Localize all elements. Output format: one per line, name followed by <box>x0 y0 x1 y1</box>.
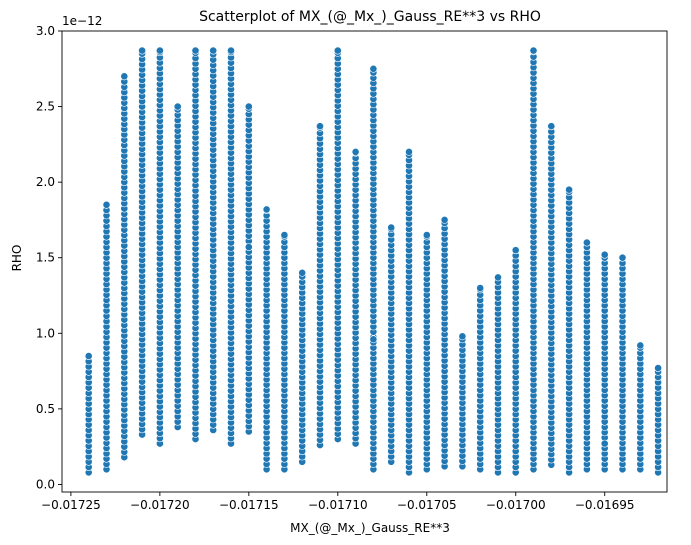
data-point-361 <box>173 102 182 111</box>
data-point-745 <box>280 231 289 239</box>
data-point-1480 <box>529 46 538 55</box>
x-tick-label-0: −0.01725 <box>41 498 101 512</box>
data-point-299 <box>155 46 164 55</box>
y-tick-label-4: 2.0 <box>36 175 55 189</box>
x-tick-label-5: −0.01700 <box>486 498 546 512</box>
x-axis: −0.01725 −0.01720 −0.01715 −0.01710 −0.01705… <box>41 492 635 512</box>
data-point-1161 <box>405 147 413 156</box>
data-point-75 <box>102 200 111 209</box>
data-point-648 <box>244 102 253 111</box>
y-axis-label: RHO <box>10 245 24 272</box>
data-point-782 <box>298 268 307 277</box>
data-point-23 <box>84 352 93 360</box>
y-tick-label-2: 1.0 <box>36 326 55 340</box>
data-point-1281 <box>458 332 467 341</box>
chart-title: Scatterplot of MX_(@_Mx_)_Gauss_RE**3 vs… <box>199 9 541 25</box>
data-point-149 <box>120 72 129 81</box>
y-tick-label-3: 1.5 <box>36 251 55 265</box>
data-point-1729 <box>618 253 627 262</box>
data-point-1207 <box>422 231 431 239</box>
data-point-1778 <box>600 439 609 448</box>
data-point-509 <box>209 46 218 55</box>
data-point-1775 <box>654 364 662 372</box>
data-point-436 <box>191 46 200 55</box>
data-point-844 <box>316 122 324 131</box>
data-point-1687 <box>600 250 609 259</box>
plot-frame <box>61 30 668 493</box>
data-point-223 <box>138 46 146 55</box>
y-tick-label-5: 2.5 <box>36 100 55 114</box>
y-tick-label-1: 0.5 <box>36 402 55 416</box>
x-tick-label-2: −0.01715 <box>219 498 279 512</box>
y-tick-label-0: 0.0 <box>36 477 55 491</box>
data-point-919 <box>333 46 342 55</box>
data-point-1777 <box>369 335 378 344</box>
data-point-1399 <box>511 246 520 255</box>
x-tick-label-4: −0.01705 <box>397 498 457 512</box>
y-tick-label-6: 3.0 <box>36 24 55 38</box>
data-point-585 <box>227 46 235 55</box>
data-point-1754 <box>636 341 645 350</box>
y-offset-label: 1e−12 <box>62 14 102 28</box>
data-point-1776 <box>244 243 253 251</box>
data-point-699 <box>262 205 271 214</box>
data-point-976 <box>351 147 360 156</box>
data-points <box>84 46 662 477</box>
x-tick-label-1: −0.01720 <box>130 498 190 512</box>
data-point-1355 <box>494 273 502 282</box>
data-point-1099 <box>387 223 396 232</box>
x-tick-label-6: −0.01695 <box>575 498 635 512</box>
x-tick-label-3: −0.01710 <box>308 498 368 512</box>
data-point-1601 <box>565 185 573 194</box>
data-point-1546 <box>547 122 556 131</box>
data-point-1317 <box>476 284 485 292</box>
x-axis-label: MX_(@_Mx_)_Gauss_RE**3 <box>290 521 450 535</box>
data-point-1053 <box>369 64 378 73</box>
data-point-1645 <box>583 238 591 247</box>
data-point-1255 <box>440 215 449 224</box>
y-axis: 0.0 0.5 1.0 1.5 2.0 2.5 3.0 <box>36 24 62 491</box>
